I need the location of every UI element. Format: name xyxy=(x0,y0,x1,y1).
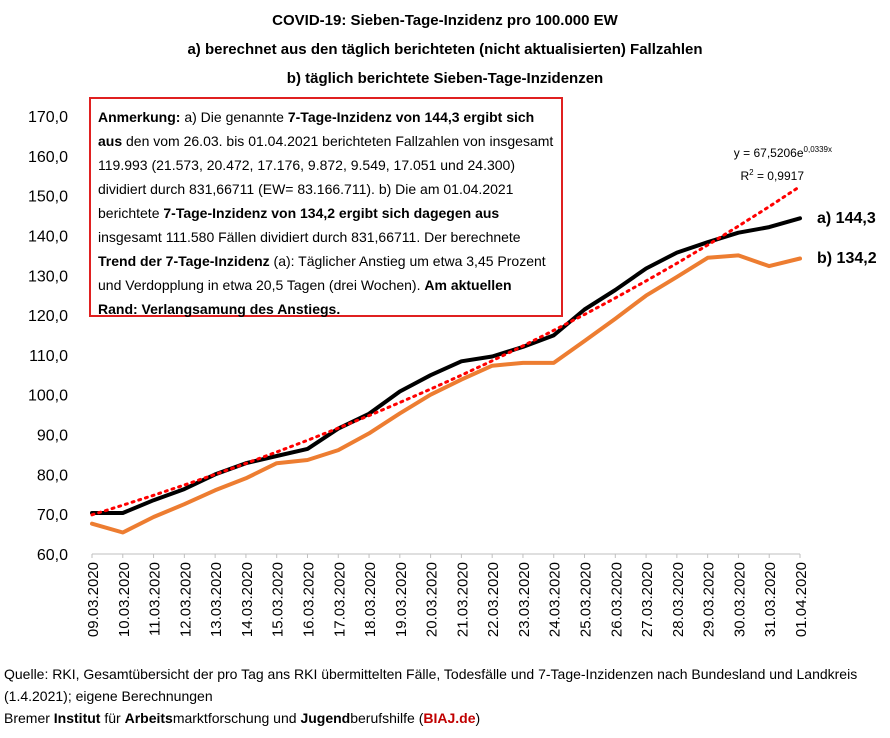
credit-part: für xyxy=(100,710,125,726)
x-tick-label: 15.03.2020 xyxy=(270,562,287,637)
y-tick-label: 60,0 xyxy=(37,547,68,564)
y-tick-label: 150,0 xyxy=(28,189,68,206)
trend-r2-value: = 0,9917 xyxy=(753,169,804,183)
x-tick-label: 10.03.2020 xyxy=(116,562,133,637)
chart-subtitle-b: b) täglich berichtete Sieben-Tage-Inzide… xyxy=(286,70,604,87)
x-tick-label: 28.03.2020 xyxy=(670,562,687,637)
trendline xyxy=(90,184,802,517)
x-tick-label: 11.03.2020 xyxy=(147,562,164,636)
x-tick-label: 26.03.2020 xyxy=(608,562,625,637)
note-bold-3: Trend der 7-Tage-Inzidenz xyxy=(98,253,270,269)
chart-titles: COVID-19: Sieben-Tage-Inzidenz pro 100.0… xyxy=(0,6,890,93)
x-tick-label: 27.03.2020 xyxy=(639,562,656,637)
x-tick-label: 31.03.2020 xyxy=(762,562,779,637)
credit-part: Bremer xyxy=(4,710,54,726)
y-tick-label: 160,0 xyxy=(28,149,68,166)
y-tick-label: 70,0 xyxy=(37,507,68,524)
series-a-end-label: a) 144,3 xyxy=(817,210,876,227)
y-tick-label: 130,0 xyxy=(28,268,68,285)
trend-equation-line: y = 67,5206e0,0339x xyxy=(660,140,832,163)
x-axis: 09.03.2020 10.03.2020 11.03.2020 12.03.2020… xyxy=(85,553,810,637)
x-tick-label: 16.03.2020 xyxy=(300,562,317,637)
x-tick-label: 01.04.2020 xyxy=(793,562,810,637)
x-tick-label: 30.03.2020 xyxy=(731,562,748,637)
source-note: Quelle: RKI, Gesamtübersicht der pro Tag… xyxy=(4,666,858,704)
x-tick-label: 09.03.2020 xyxy=(85,562,102,637)
note-bold-2: 7-Tage-Inzidenz von 134,2 ergibt sich da… xyxy=(163,205,500,221)
credit-part: berufshilfe ( xyxy=(350,710,424,726)
x-tick-label: 19.03.2020 xyxy=(393,562,410,637)
series-b-line xyxy=(90,253,802,535)
x-tick-label: 17.03.2020 xyxy=(331,562,348,637)
x-tick-label: 22.03.2020 xyxy=(485,562,502,637)
note-label: Anmerkung: xyxy=(98,109,181,125)
note-text-1: a) Die genannte xyxy=(180,109,288,125)
credit-bold: Institut xyxy=(53,710,101,726)
x-tick-label: 13.03.2020 xyxy=(208,562,225,637)
annotation-box: Anmerkung: a) Die genannte 7-Tage-Inzide… xyxy=(89,97,563,317)
y-tick-label: 120,0 xyxy=(28,308,68,325)
series-b-end-label: b) 134,2 xyxy=(817,250,877,267)
credit-part: ) xyxy=(475,710,481,726)
trend-equation-exponent: 0,0339x xyxy=(803,145,832,154)
x-tick-label: 29.03.2020 xyxy=(701,562,718,637)
note-bold-4: Am aktuellen Rand: Verlangsamung des Ans… xyxy=(98,277,512,317)
chart-title: COVID-19: Sieben-Tage-Inzidenz pro 100.0… xyxy=(272,12,618,29)
y-tick-label: 170,0 xyxy=(28,109,68,126)
credit-bold: Arbeits xyxy=(124,710,173,726)
note-text-2: den vom 26.03. bis 01.04.2021 berichtete… xyxy=(98,133,554,221)
x-tick-label: 20.03.2020 xyxy=(424,562,441,637)
x-tick-label: 21.03.2020 xyxy=(454,562,471,637)
note-bold-1: 7-Tage-Inzidenz von 144,3 ergibt sich au… xyxy=(98,109,535,149)
y-tick-label: 90,0 xyxy=(37,428,68,445)
trend-equation-prefix: y = 67,5206e xyxy=(733,146,804,160)
y-axis: 60,0 70,0 80,0 90,0 100,0 110,0 120,0 130,0 140,… xyxy=(28,109,68,564)
x-tick-label: 12.03.2020 xyxy=(177,562,194,637)
x-tick-label: 18.03.2020 xyxy=(362,562,379,637)
trend-r2-prefix: R xyxy=(740,169,750,183)
credit-bold: Jugend xyxy=(300,710,351,726)
trend-equation: y = 67,5206e0,0339x R2 = 0,9917 xyxy=(660,140,832,186)
x-tick-label: 14.03.2020 xyxy=(239,562,256,637)
trend-r2: R2 = 0,9917 xyxy=(660,163,832,186)
chart-subtitle-a: a) berechnet aus den täglich berichteten… xyxy=(187,41,703,58)
x-tick-label: 24.03.2020 xyxy=(547,562,564,637)
y-tick-label: 140,0 xyxy=(28,228,68,245)
footer: Quelle: RKI, Gesamtübersicht der pro Tag… xyxy=(4,663,884,729)
y-tick-label: 80,0 xyxy=(37,467,68,484)
series-a-line xyxy=(90,216,802,515)
y-tick-label: 100,0 xyxy=(28,388,68,405)
note-text-3: insgesamt 111.580 Fällen dividiert durch… xyxy=(98,229,521,245)
credit-part: marktforschung und xyxy=(172,710,301,726)
note-text-4: (a): Täglicher Anstieg um etwa 3,45 Proz… xyxy=(98,253,546,293)
biaj-link[interactable]: BIAJ.de xyxy=(423,710,476,726)
x-tick-label: 25.03.2020 xyxy=(578,562,595,637)
institute-credit: Bremer Institut für Arbeitsmarktforschun… xyxy=(4,707,884,729)
chart-plot-area xyxy=(90,184,802,535)
y-tick-label: 110,0 xyxy=(29,348,68,365)
x-tick-label: 23.03.2020 xyxy=(516,562,533,637)
trend-r2-sup: 2 xyxy=(749,168,754,177)
